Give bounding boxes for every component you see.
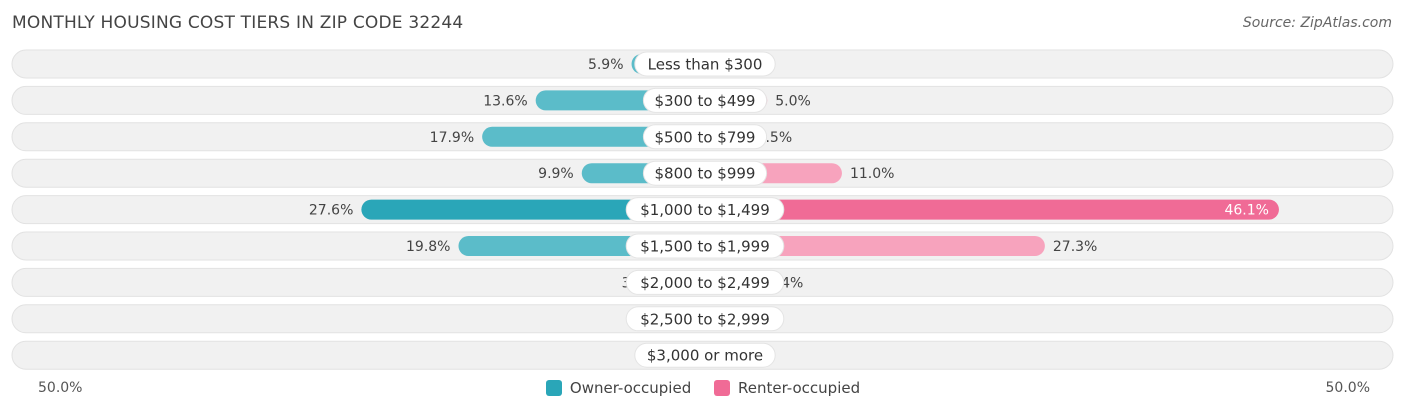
legend-label-owner: Owner-occupied [569,379,692,397]
renter-value-label: 5.0% [775,93,811,109]
owner-value-label: 17.9% [430,130,474,146]
legend-item-renter: Renter-occupied [714,379,860,397]
category-label: $1,000 to $1,499 [640,201,770,219]
legend-swatch-owner [545,380,562,396]
category-label: Less than $300 [648,56,763,74]
category-label: $1,500 to $1,999 [640,238,770,256]
category-label: $2,500 to $2,999 [640,310,770,328]
owner-value-label: 5.9% [588,57,624,73]
legend: Owner-occupied Renter-occupied [0,379,1406,400]
category-label-pill [642,160,768,186]
owner-value-label: 19.8% [406,239,450,255]
category-label: $500 to $799 [655,128,756,146]
owner-value-label: 27.6% [309,203,353,219]
chart-title: MONTHLY HOUSING COST TIERS IN ZIP CODE 3… [12,13,464,33]
category-label-pill [634,342,776,368]
owner-bar [361,199,705,220]
category-label: $800 to $999 [655,165,756,183]
category-label-pill [625,233,785,259]
legend-label-renter: Renter-occupied [738,379,861,397]
axis-right-label: 50.0% [1325,380,1370,396]
axis-left-label: 50.0% [38,380,83,396]
renter-value-label: 27.3% [1053,239,1097,255]
chart-source: Source: ZipAtlas.com [1242,15,1392,31]
category-label-pill [625,269,785,295]
category-label-pill [625,197,785,223]
renter-value-label: 46.1% [1224,203,1268,219]
category-label: $3,000 or more [647,347,763,365]
legend-item-owner: Owner-occupied [545,379,692,397]
category-label: $2,000 to $2,499 [640,274,770,292]
category-label-pill [625,306,785,332]
category-label-pill [642,87,768,113]
category-label-pill [642,124,768,150]
renter-value-label: 11.0% [850,166,894,182]
category-label: $300 to $499 [655,92,756,110]
category-label-pill [634,51,776,77]
owner-value-label: 9.9% [538,166,574,182]
owner-value-label: 13.6% [483,93,527,109]
renter-bar [705,236,1045,256]
legend-swatch-renter [714,380,730,396]
renter-bar [705,199,1279,220]
